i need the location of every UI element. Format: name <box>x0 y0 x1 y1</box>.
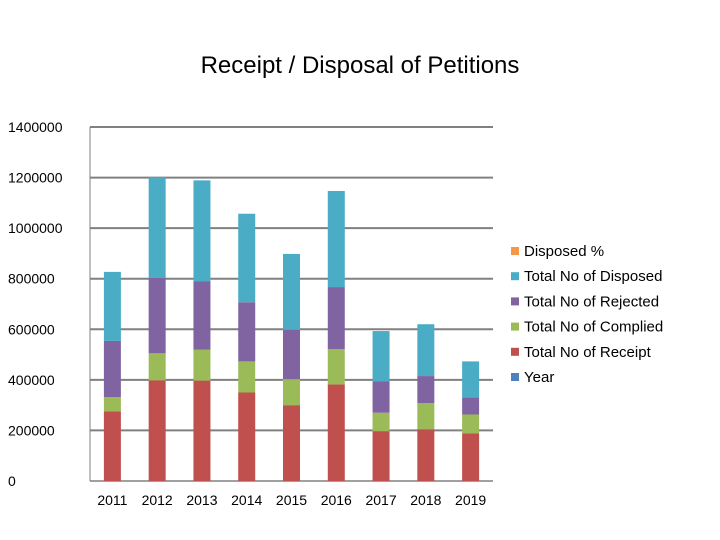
x-tick-label: 2012 <box>142 492 173 508</box>
bar-segment-total-no-of-rejected-2015 <box>283 329 300 380</box>
x-tick-label: 2019 <box>455 492 486 508</box>
y-tick-label: 800000 <box>8 271 55 287</box>
x-tick-label: 2011 <box>97 492 127 508</box>
bar-segment-total-no-of-receipt-2017 <box>372 431 390 481</box>
bar-segment-total-no-of-receipt-2012 <box>148 380 166 481</box>
x-tick-label: 2015 <box>276 492 307 508</box>
legend-label: Total No of Receipt <box>524 344 652 361</box>
x-tick-label: 2014 <box>231 492 262 508</box>
y-tick-label: 400000 <box>8 372 55 388</box>
bar-segment-total-no-of-complied-2016 <box>327 349 345 385</box>
bar-segment-total-no-of-complied-2014 <box>238 361 256 393</box>
legend-swatch <box>511 247 519 255</box>
bar-segment-total-no-of-rejected-2013 <box>193 281 211 350</box>
y-tick-label: 1000000 <box>8 220 63 236</box>
bar-segment-total-no-of-disposed-2018 <box>417 324 435 377</box>
bar-segment-total-no-of-complied-2013 <box>193 349 211 381</box>
x-tick-label: 2016 <box>321 492 352 508</box>
y-tick-label: 1200000 <box>8 170 63 186</box>
bar-segment-total-no-of-complied-2017 <box>372 412 390 432</box>
bar-segment-total-no-of-rejected-2016 <box>327 287 345 350</box>
bar-segment-total-no-of-disposed-2016 <box>327 190 345 288</box>
y-tick-label: 0 <box>8 473 16 489</box>
legend-swatch <box>511 347 519 356</box>
bars <box>103 177 480 481</box>
bar-segment-total-no-of-complied-2012 <box>148 353 166 381</box>
x-tick-label: 2013 <box>186 492 217 508</box>
legend-label: Total No of Rejected <box>524 293 659 310</box>
bar-segment-total-no-of-receipt-2011 <box>103 411 121 481</box>
y-tick-label: 1400000 <box>8 119 63 135</box>
bar-segment-total-no-of-receipt-2016 <box>327 384 345 481</box>
bar-segment-total-no-of-rejected-2011 <box>103 340 121 398</box>
bar-segment-total-no-of-receipt-2014 <box>238 392 256 481</box>
bar-segment-total-no-of-receipt-2015 <box>283 405 300 481</box>
x-axis-tick-labels: 2011 2012 2013 2014 2015 2016 2017 2018 2019 <box>97 492 486 508</box>
bar-segment-total-no-of-complied-2011 <box>103 397 121 412</box>
bar-segment-total-no-of-rejected-2012 <box>148 277 166 354</box>
bar-segment-total-no-of-disposed-2019 <box>462 361 480 398</box>
x-tick-label: 2017 <box>365 492 396 508</box>
chart-title: Receipt / Disposal of Petitions <box>200 52 520 79</box>
bar-segment-total-no-of-disposed-2014 <box>238 213 256 303</box>
bar-segment-total-no-of-complied-2019 <box>462 414 480 434</box>
legend-label: Total No of Disposed <box>524 268 662 285</box>
bar-segment-total-no-of-rejected-2019 <box>462 397 480 415</box>
legend-label: Year <box>524 369 554 386</box>
bar-segment-total-no-of-complied-2015 <box>283 379 300 406</box>
bar-segment-total-no-of-receipt-2013 <box>193 380 211 481</box>
bar-segment-total-no-of-complied-2018 <box>417 403 435 430</box>
bar-segment-total-no-of-receipt-2019 <box>462 433 480 481</box>
bar-segment-total-no-of-rejected-2018 <box>417 376 435 404</box>
legend: Disposed % Total No of Disposed Total No o… <box>511 243 663 386</box>
legend-swatch <box>511 272 519 281</box>
bar-segment-total-no-of-disposed-2017 <box>372 331 390 382</box>
legend-label: Disposed % <box>524 243 604 260</box>
bar-segment-total-no-of-disposed-2012 <box>148 177 166 278</box>
bar-segment-total-no-of-receipt-2018 <box>417 429 435 481</box>
legend-label: Total No of Complied <box>524 319 663 336</box>
legend-swatch <box>511 322 519 331</box>
bar-segment-total-no-of-disposed-2011 <box>103 271 121 341</box>
bar-segment-total-no-of-disposed-2015 <box>283 253 300 330</box>
x-tick-label: 2018 <box>410 492 441 508</box>
bar-segment-total-no-of-rejected-2017 <box>372 381 390 413</box>
y-axis-tick-labels: 0 200000 400000 600000 800000 1000000 1200000 1… <box>8 119 63 489</box>
bar-segment-total-no-of-rejected-2014 <box>238 302 256 362</box>
y-tick-label: 200000 <box>8 422 55 438</box>
legend-swatch <box>511 373 519 381</box>
y-tick-label: 600000 <box>8 321 55 337</box>
legend-swatch <box>511 297 519 306</box>
bar-segment-total-no-of-disposed-2013 <box>193 180 211 282</box>
